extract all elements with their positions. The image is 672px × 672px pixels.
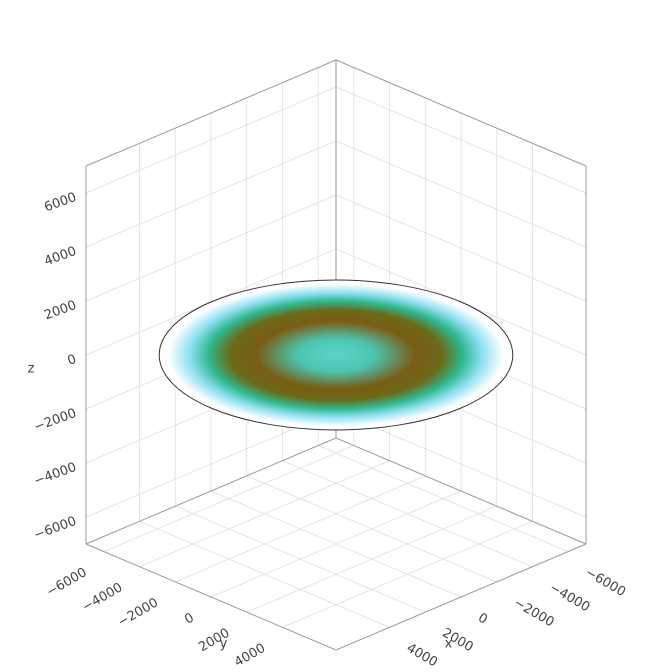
grid-line	[335, 410, 587, 518]
grid-line	[282, 520, 533, 628]
grid-line	[85, 140, 337, 248]
z-tick-label: 2000	[42, 298, 78, 323]
z-tick-label: 0	[66, 352, 79, 369]
axis-edge	[85, 59, 337, 167]
grid-line	[335, 86, 587, 194]
x-tick-label: −4000	[547, 580, 593, 615]
y-tick-label: −4000	[80, 580, 126, 615]
z-tick-label: −4000	[32, 460, 78, 489]
x-axis-title: x	[445, 637, 453, 652]
surface	[158, 279, 514, 431]
grid-line	[335, 140, 587, 248]
grid-line	[175, 475, 426, 583]
surface-layer	[158, 279, 514, 431]
grid-line	[335, 194, 587, 302]
y-tick-label: −2000	[115, 595, 161, 630]
grid-line	[246, 505, 497, 613]
axis-edge	[85, 437, 337, 545]
grid-line	[85, 410, 337, 518]
axis-edge	[85, 543, 337, 651]
z-tick-label: 4000	[42, 244, 78, 269]
axis-edge	[335, 543, 587, 651]
x-tick-label: 4000	[404, 641, 440, 671]
z-axis-title: z	[28, 362, 35, 377]
z-tick-label: −2000	[32, 406, 78, 435]
z-tick-label: −6000	[32, 514, 78, 543]
x-tick-label: 0	[475, 611, 490, 628]
grid-line	[210, 490, 462, 598]
grid-line	[85, 194, 337, 302]
axis-edge	[335, 437, 587, 545]
y-tick-label: 4000	[232, 641, 268, 671]
grid-line	[85, 86, 337, 194]
x-tick-label: −6000	[582, 565, 628, 600]
y-axis-title: y	[220, 637, 228, 652]
z-tick-label: 6000	[42, 190, 78, 215]
y-tick-label: 0	[182, 611, 197, 628]
x-tick-label: −2000	[511, 595, 557, 630]
grid-line	[139, 460, 390, 568]
axis-edge	[335, 59, 587, 167]
y-tick-label: −6000	[44, 565, 90, 600]
grid-line	[103, 445, 355, 553]
